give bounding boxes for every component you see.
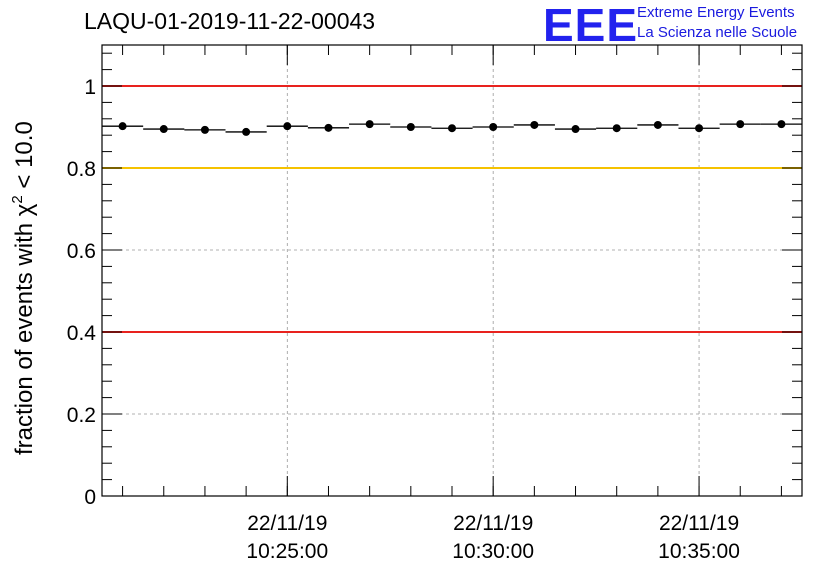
y-tick-label: 0.8 [67,158,96,181]
data-point [653,120,662,129]
chart-title: LAQU-01-2019-11-22-00043 [84,8,376,34]
y-axis-label-tail: < 10.0 [11,121,38,195]
y-tick-label: 0 [84,486,96,509]
y-tick-label: 1 [84,76,96,99]
y-axis-label: fraction of events with χ2 < 10.0 [9,121,38,455]
y-tick-label: 0.4 [67,322,97,345]
axes: 0 0.2 0.4 0.6 0.8 1 22/11/19 10:25:00 22/11/19 10… [67,45,802,563]
x-tick-label-time: 10:30:00 [452,540,534,563]
y-tick-label: 0.6 [67,240,96,263]
data-point [283,122,292,131]
data-point [118,122,127,131]
plot-frame [101,44,803,497]
x-tick-label-date: 22/11/19 [659,512,739,535]
y-axis-label-main: fraction of events with χ [11,203,38,455]
x-tick-label-time: 10:35:00 [658,540,740,563]
y-tick-label: 0.2 [67,404,96,427]
data-point [612,124,621,133]
data-point [406,123,415,131]
data-point [571,125,580,134]
data-point [530,120,539,129]
data-point [777,120,786,129]
logo-line-2: La Scienza nelle Scuole [637,24,798,41]
data-point [365,120,374,129]
x-tick-label-date: 22/11/19 [453,512,533,535]
data-point [489,123,498,131]
x-tick-label-date: 22/11/19 [247,512,327,535]
x-tick-label-time: 10:25:00 [246,540,328,563]
data-point [200,125,209,134]
grid-layer [102,45,802,496]
data-point [736,120,745,129]
eee-logo: EEE Extreme Energy Events La Scienza nel… [543,0,835,51]
data-series [102,120,802,136]
data-point [695,124,704,133]
y-axis-label-sup: 2 [9,195,26,203]
data-point [159,125,168,134]
reference-lines [102,85,802,333]
logo-letters: EEE [543,0,639,51]
logo-line-1: Extreme Energy Events [637,4,795,21]
data-point [448,124,456,133]
data-point [324,123,333,132]
data-point [242,127,251,136]
